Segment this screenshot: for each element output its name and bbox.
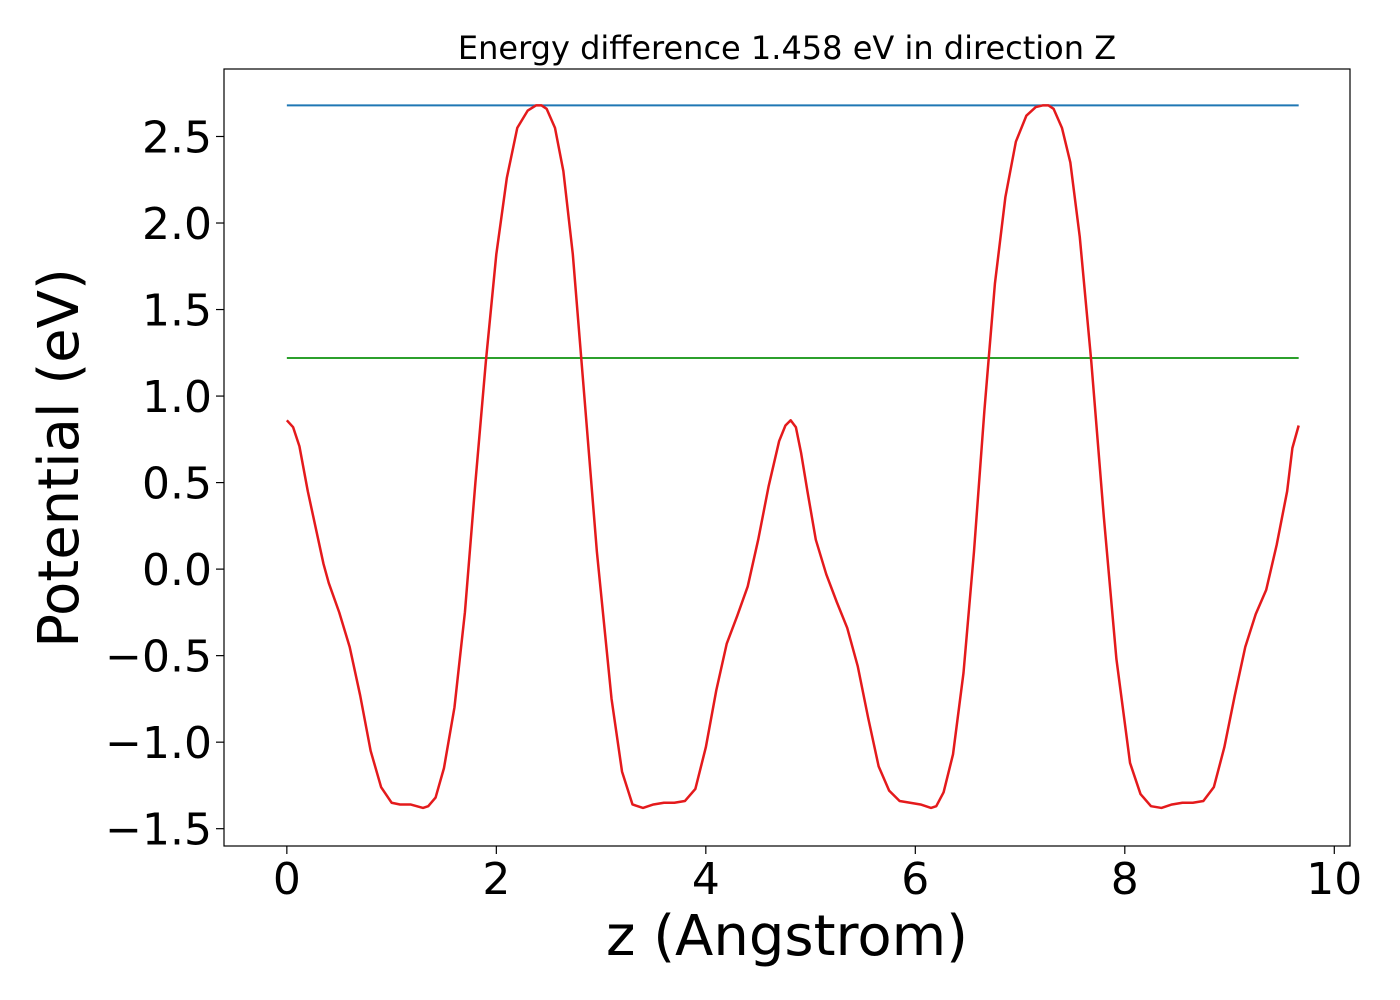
series-line-3	[285, 104, 1300, 810]
x-axis: 0 2 4 6 8 10	[273, 846, 1362, 905]
y-tick-label: 1.5	[142, 286, 212, 337]
x-axis-label: z (Angstrom)	[606, 904, 968, 969]
y-axis-label: Potential (eV)	[27, 268, 92, 648]
y-tick-label: 0.0	[142, 545, 212, 596]
x-tick-label: 6	[901, 854, 929, 905]
x-tick-label: 8	[1111, 854, 1139, 905]
plot-area-frame	[223, 68, 1351, 847]
x-tick-label: 4	[692, 854, 720, 905]
x-tick-label: 2	[482, 854, 510, 905]
y-tick-label: −1.0	[105, 718, 212, 769]
x-tick-label: 10	[1306, 854, 1362, 905]
series-layer	[285, 104, 1300, 810]
y-axis: −1.5 −1.0 −0.5 0.0 0.5 1.0 1.5 2.0 2.5	[105, 112, 224, 856]
chart-title: Energy difference 1.458 eV in direction …	[458, 29, 1116, 67]
y-tick-label: 1.0	[142, 372, 212, 423]
y-tick-label: −1.5	[105, 805, 212, 856]
x-tick-label: 0	[273, 854, 301, 905]
y-tick-label: 2.5	[142, 112, 212, 163]
y-tick-label: 2.0	[142, 199, 212, 250]
y-tick-label: −0.5	[105, 632, 212, 683]
y-tick-label: 0.5	[142, 459, 212, 510]
